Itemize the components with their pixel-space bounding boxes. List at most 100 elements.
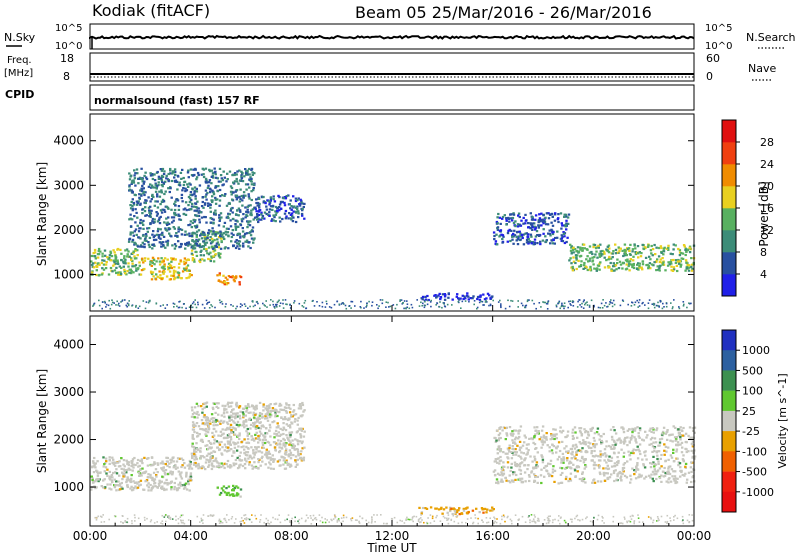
velocity-cell <box>512 441 515 444</box>
velocity-cell <box>233 427 236 430</box>
power-cell <box>185 189 189 192</box>
power-cell <box>243 303 246 305</box>
velocity-cell <box>670 468 674 471</box>
power-cell <box>681 257 685 260</box>
power-cell <box>513 234 517 237</box>
power-cell <box>241 227 244 230</box>
velocity-cell <box>671 440 674 443</box>
power-cell <box>131 198 134 201</box>
power-cell <box>670 302 672 304</box>
power-cell <box>646 245 650 248</box>
power-cell <box>511 219 514 222</box>
power-cell <box>543 220 546 223</box>
power-cell <box>177 205 181 208</box>
velocity-cell <box>602 467 605 470</box>
power-cell <box>173 213 176 216</box>
power-cell <box>528 299 530 301</box>
nsky-label: N.Sky <box>4 31 36 44</box>
velocity-cell <box>261 424 264 427</box>
velocity-cell <box>450 507 453 510</box>
power-cell <box>406 300 408 302</box>
velocity-cell <box>123 475 126 478</box>
velocity-cell <box>296 439 299 442</box>
velocity-cell <box>287 453 290 456</box>
velocity-cell <box>667 446 670 449</box>
power-cell <box>126 253 129 256</box>
velocity-cell <box>616 475 619 478</box>
power-cell <box>542 228 545 231</box>
power-cell <box>174 179 178 182</box>
velocity-cell <box>152 479 156 482</box>
velocity-cell <box>211 420 215 423</box>
velocity-cell <box>614 442 618 445</box>
power-cell <box>544 301 547 304</box>
velocity-cell <box>504 476 507 479</box>
power-cell <box>195 187 198 190</box>
power-cell <box>156 220 160 223</box>
power-cell <box>90 254 94 258</box>
power-cell <box>542 232 545 235</box>
power-colorbar-swatch <box>722 230 736 253</box>
power-cell <box>690 257 693 260</box>
power-ytick-label: 4000 <box>53 134 84 148</box>
power-cell <box>191 247 195 250</box>
velocity-cell <box>267 414 270 417</box>
velocity-cell <box>691 427 695 430</box>
velocity-cell <box>209 514 212 516</box>
power-cell <box>506 240 509 243</box>
velocity-cell <box>561 452 565 455</box>
power-cell <box>685 267 688 270</box>
power-cell <box>155 211 158 214</box>
power-cell <box>205 221 208 224</box>
power-cell <box>292 195 295 198</box>
velocity-cell <box>176 457 180 460</box>
velocity-cell <box>557 482 560 485</box>
power-cell <box>628 249 631 252</box>
power-cell <box>252 187 255 190</box>
power-cell <box>155 214 159 217</box>
power-cell <box>236 170 239 173</box>
velocity-cell <box>337 518 340 521</box>
velocity-cell <box>189 477 192 480</box>
velocity-cell <box>254 437 258 440</box>
velocity-cell <box>258 439 262 442</box>
velocity-cell <box>215 440 219 443</box>
power-cell <box>516 243 520 246</box>
power-cell <box>659 301 662 303</box>
velocity-cell <box>641 458 644 461</box>
power-cell <box>150 209 153 212</box>
power-cell <box>128 184 131 187</box>
velocity-cell <box>111 456 114 459</box>
power-cell <box>625 254 628 257</box>
power-cell <box>139 245 142 248</box>
power-cell <box>162 272 165 275</box>
power-cell <box>151 173 154 176</box>
power-cell <box>226 178 229 181</box>
power-cell <box>278 206 281 209</box>
velocity-cell <box>642 464 645 467</box>
power-cell <box>538 219 541 222</box>
power-cell <box>225 281 228 285</box>
power-cell <box>216 238 219 241</box>
velocity-cell <box>280 416 283 419</box>
power-cell <box>141 221 144 224</box>
freq-tick-bottom: 8 <box>63 70 70 83</box>
velocity-cell <box>219 422 222 425</box>
velocity-cell <box>183 522 186 525</box>
velocity-cell <box>241 464 245 468</box>
power-cell <box>496 228 500 231</box>
velocity-cell <box>667 467 670 470</box>
power-cell <box>218 167 222 170</box>
power-cell <box>139 189 142 192</box>
power-cell <box>588 257 592 260</box>
power-cell <box>197 301 199 304</box>
velocity-cell <box>132 466 135 469</box>
velocity-cell <box>258 434 261 437</box>
velocity-cell <box>292 454 295 457</box>
velocity-cell <box>651 445 655 448</box>
power-cell <box>180 228 184 231</box>
power-cell <box>270 299 272 301</box>
velocity-cell <box>201 440 204 443</box>
power-cell <box>638 266 641 269</box>
power-cell <box>641 260 644 263</box>
